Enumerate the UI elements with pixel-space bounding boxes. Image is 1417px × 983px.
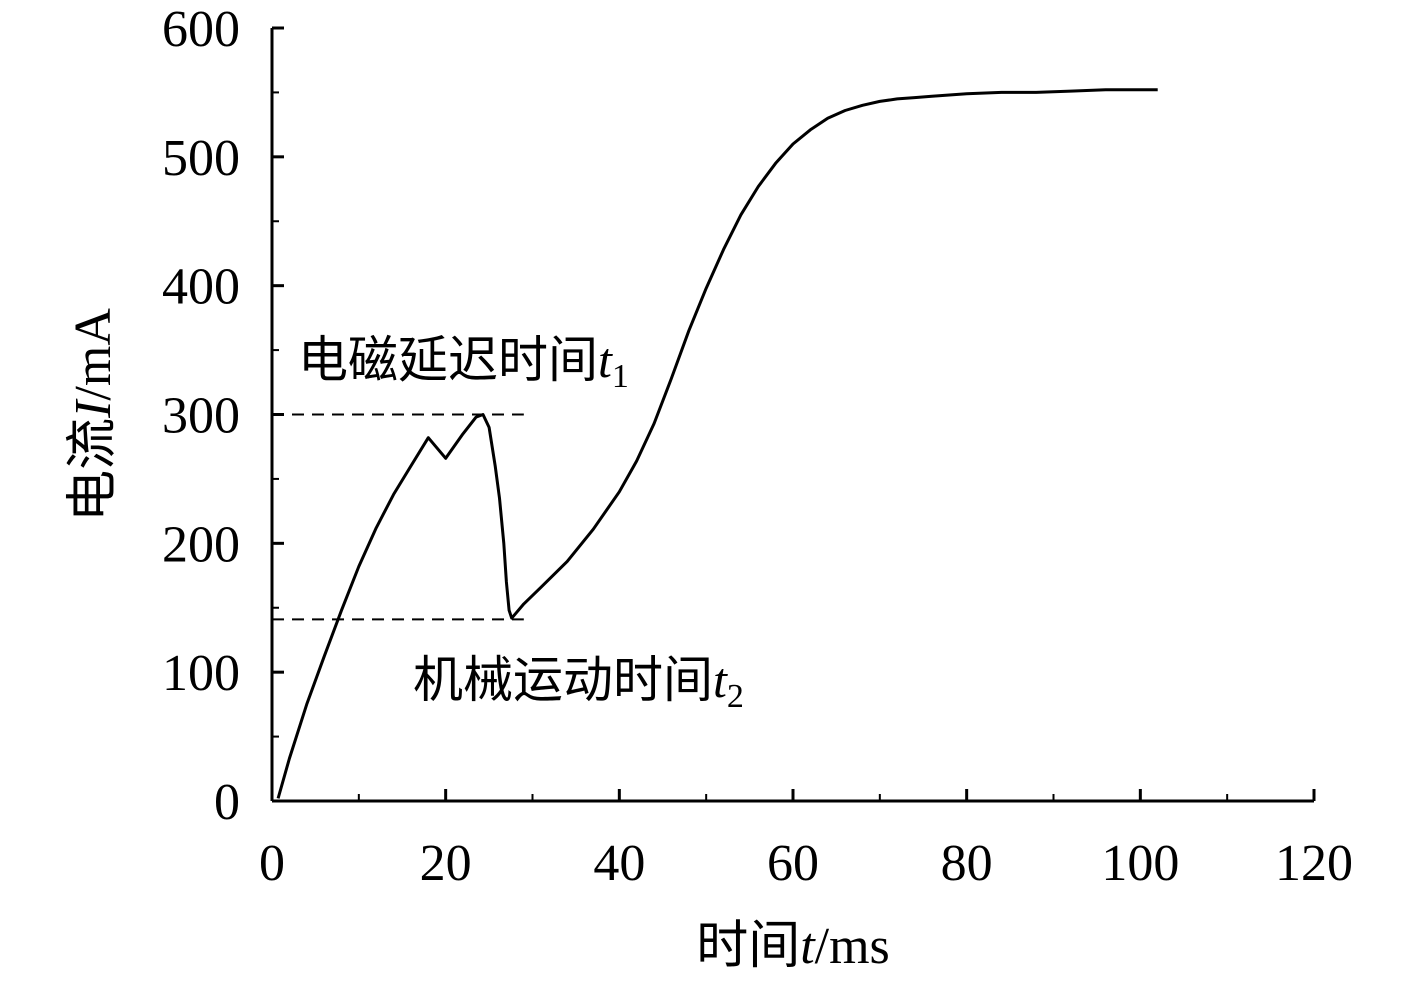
x-tick-label: 120 (1275, 835, 1353, 892)
annotation-electromagnetic-delay: 电磁延迟时间t1 (298, 332, 629, 395)
tick-labels: 0 20 40 60 80 100 120 0 100 200 300 400 500 600 (162, 1, 1353, 892)
reference-lines (272, 413, 524, 621)
x-tick-label: 0 (259, 835, 285, 892)
series-line (276, 88, 1158, 799)
y-tick-label: 600 (162, 1, 240, 58)
y-tick-label: 200 (162, 516, 240, 573)
y-tick-label: 0 (214, 774, 240, 831)
x-axis-title: 时间t/ms (696, 918, 890, 975)
series (276, 88, 1158, 799)
y-tick-label: 100 (162, 645, 240, 702)
y-tick-label: 300 (162, 388, 240, 445)
y-axis-title: 电流I/mA (65, 308, 122, 522)
y-tick-label: 500 (162, 130, 240, 187)
annotation-mechanical-motion: 机械运动时间t2 (413, 652, 744, 715)
y-tick-label: 400 (162, 259, 240, 316)
x-tick-label: 60 (767, 835, 819, 892)
x-tick-label: 20 (420, 835, 472, 892)
x-tick-label: 40 (593, 835, 645, 892)
x-tick-label: 80 (941, 835, 993, 892)
x-tick-label: 100 (1101, 835, 1179, 892)
